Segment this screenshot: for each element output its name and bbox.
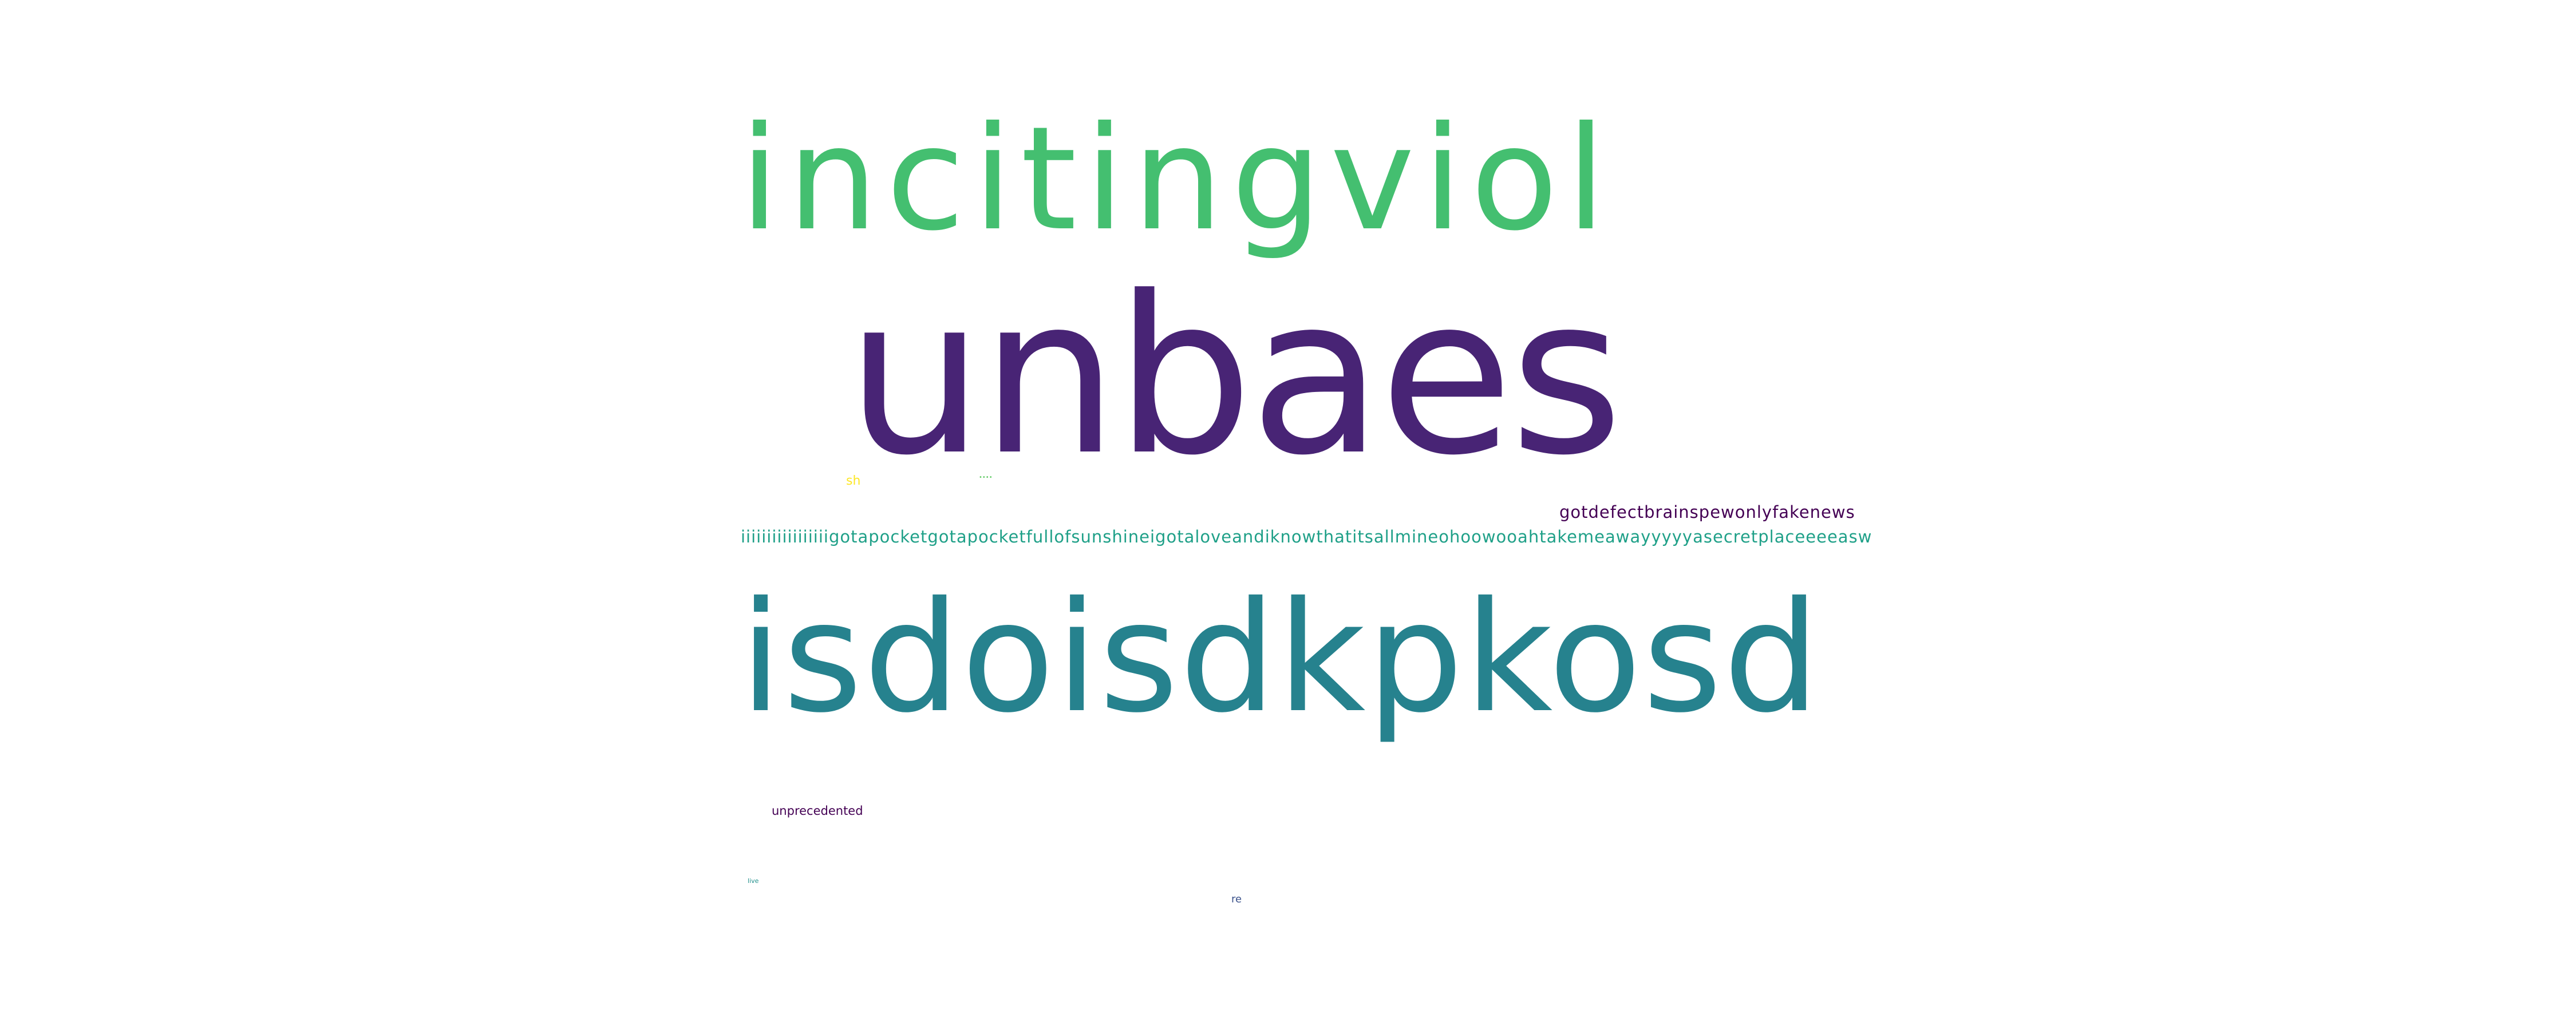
word-gotdefectbrainspewonlyfakenews: gotdefectbrainspewonlyfakenews bbox=[1559, 502, 1855, 522]
word-re: re bbox=[1231, 893, 1242, 905]
word-long-lyric: iiiiiiiiiiiiiiiiigotapocketgotapocketful… bbox=[741, 527, 1872, 546]
word-unprecedented: unprecedented bbox=[772, 804, 863, 818]
word-sh: sh bbox=[846, 474, 861, 488]
word-live: live bbox=[748, 877, 759, 885]
word-unbaes: unbaes bbox=[846, 249, 1623, 503]
word-tiny-dots: •••• bbox=[979, 474, 993, 481]
word-incitingviol: incitingviol bbox=[740, 96, 1614, 262]
word-isdoisdkpkosd: isdoisdkpkosd bbox=[740, 569, 1822, 746]
